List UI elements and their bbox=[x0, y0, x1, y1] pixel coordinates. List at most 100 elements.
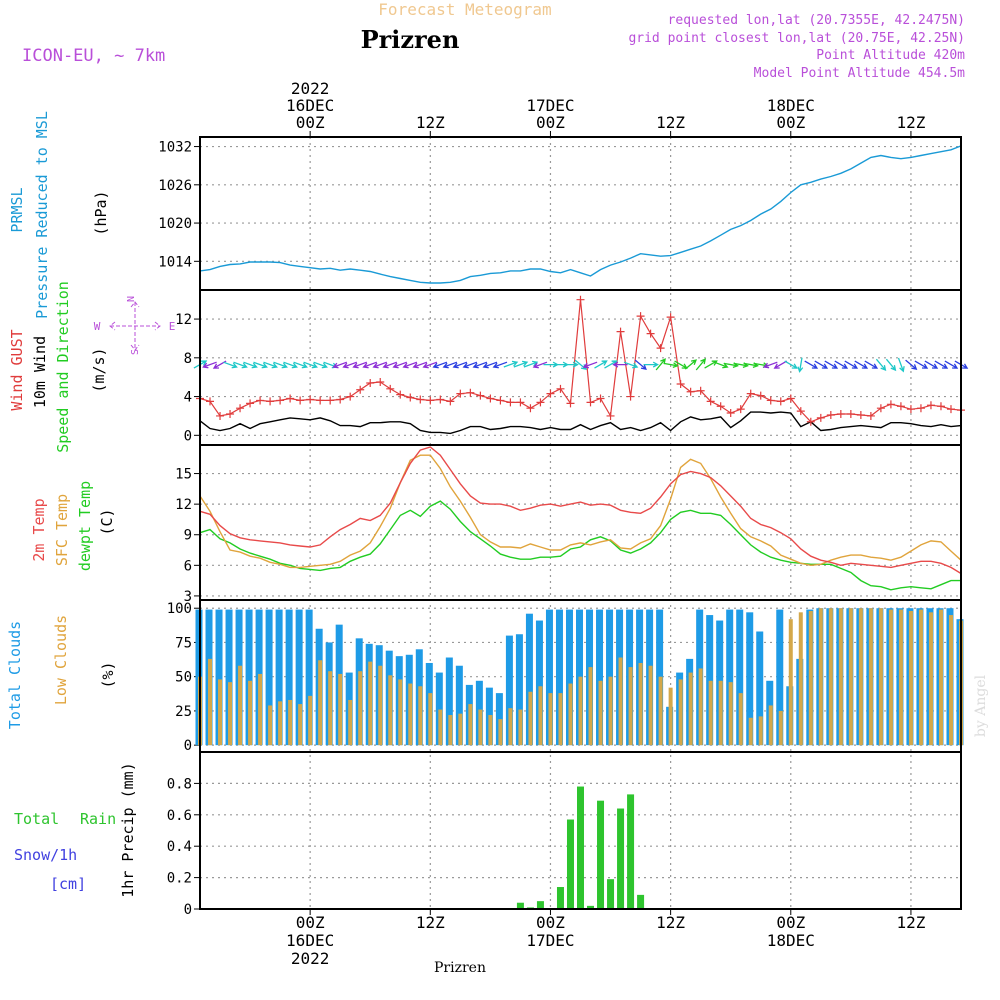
wind-direction-arrow bbox=[293, 361, 308, 369]
low-cloud-bar bbox=[598, 680, 603, 746]
wind-direction-arrow bbox=[797, 357, 804, 373]
low-cloud-bar bbox=[898, 609, 903, 746]
low-cloud-bar bbox=[278, 701, 283, 746]
total-cloud-bar bbox=[706, 615, 714, 746]
wind-gust-label: Wind GUST bbox=[8, 329, 26, 410]
wind-gust-marker bbox=[766, 396, 775, 405]
wind-gust-marker bbox=[466, 388, 475, 397]
rain-bar bbox=[617, 808, 625, 909]
low-cloud-bar bbox=[248, 680, 253, 746]
total-cloud-bar bbox=[545, 609, 553, 746]
wind-direction-arrow bbox=[655, 358, 666, 371]
low-cloud-bar bbox=[718, 680, 723, 746]
wind-gust-marker bbox=[826, 410, 835, 419]
low-cloud-bar bbox=[338, 673, 343, 746]
compass-west: W bbox=[94, 320, 101, 333]
wind-direction-arrow bbox=[332, 361, 348, 369]
y-tick-label: 1014 bbox=[158, 254, 192, 270]
wind-direction-arrow bbox=[834, 360, 849, 369]
wind-gust-marker bbox=[386, 384, 395, 393]
low-cloud-bar bbox=[908, 610, 913, 746]
wind-gust-marker bbox=[446, 397, 455, 406]
x-bottom-label: 12Z bbox=[896, 913, 925, 932]
x-bottom-label: 12Z bbox=[416, 913, 445, 932]
low-cloud-bar bbox=[258, 673, 263, 746]
x-top-label: 17DEC bbox=[526, 96, 574, 115]
low-cloud-bar bbox=[418, 686, 423, 746]
wind-direction-arrow bbox=[372, 361, 388, 369]
total-cloud-bar bbox=[756, 631, 764, 746]
wind-direction-arrow bbox=[472, 361, 488, 369]
low-cloud-bar bbox=[818, 608, 823, 746]
wind-gust-marker bbox=[426, 396, 435, 405]
x-top-label: 16DEC bbox=[286, 96, 334, 115]
low-cloud-bar bbox=[698, 668, 703, 746]
wind-gust-marker bbox=[376, 378, 385, 387]
low-cloud-bar bbox=[298, 704, 303, 746]
y-tick-label: 75 bbox=[175, 635, 192, 651]
wind-direction-arrow bbox=[854, 360, 869, 369]
total-cloud-bar bbox=[555, 609, 563, 746]
low-cloud-bar bbox=[448, 715, 453, 746]
2m-temp-line bbox=[199, 446, 962, 575]
low-cloud-bar bbox=[708, 680, 713, 746]
wind-direction-arrow bbox=[612, 361, 628, 368]
requested-coords: requested lon,lat (20.7355E, 42.2475N) bbox=[668, 13, 965, 28]
low-cloud-bar bbox=[748, 717, 753, 746]
wind-direction-arrow bbox=[273, 361, 288, 369]
wind-gust-marker bbox=[896, 402, 905, 411]
wind-gust-marker bbox=[496, 396, 505, 405]
y-tick-label: 15 bbox=[175, 467, 192, 483]
wind-gust-line bbox=[199, 299, 962, 423]
wind-direction-arrow bbox=[875, 358, 887, 372]
low-cloud-bar bbox=[518, 709, 523, 746]
low-cloud-bar bbox=[478, 709, 483, 746]
wind-direction-arrow bbox=[253, 361, 268, 369]
wind-direction-arrow bbox=[482, 361, 498, 369]
x-top-label: 12Z bbox=[896, 113, 925, 132]
x-top-label: 18DEC bbox=[767, 96, 815, 115]
wind-gust-marker bbox=[706, 397, 715, 406]
low-cloud-bar bbox=[578, 676, 583, 746]
low-cloud-bar bbox=[648, 665, 653, 746]
total-cloud-bar bbox=[726, 609, 734, 746]
wind-gust-marker bbox=[296, 396, 305, 405]
wind-gust-marker bbox=[356, 385, 365, 394]
wind-gust-marker bbox=[946, 405, 955, 414]
wind-direction-arrow bbox=[643, 361, 659, 368]
y-tick-label: 0 bbox=[184, 902, 192, 918]
wind-direction-arrow bbox=[462, 361, 478, 369]
wind-gust-marker bbox=[646, 329, 655, 338]
rain-bar bbox=[637, 894, 645, 909]
wind-direction-arrow bbox=[914, 360, 929, 369]
pressure-msl-label: Pressure Reduced to MSL bbox=[33, 111, 51, 319]
total-cloud-bar bbox=[445, 657, 453, 746]
total-cloud-bar bbox=[455, 665, 463, 746]
compass-south: S bbox=[130, 349, 141, 355]
low-cloud-bar bbox=[798, 612, 803, 746]
x-bottom-label: 2022 bbox=[291, 949, 330, 968]
total-cloud-bar bbox=[265, 609, 273, 746]
wind-direction-arrow bbox=[864, 360, 879, 369]
wind-direction-arrow bbox=[442, 361, 458, 369]
wind-gust-marker bbox=[366, 379, 375, 387]
wind-gust-marker bbox=[786, 394, 795, 403]
y-tick-label: 50 bbox=[175, 670, 192, 686]
point-altitude: Point Altitude 420m bbox=[816, 48, 965, 63]
total-cloud-bar bbox=[596, 609, 604, 746]
low-cloud-bar bbox=[588, 667, 593, 746]
wind-gust-marker bbox=[416, 395, 425, 404]
wind-direction-arrow bbox=[713, 361, 729, 369]
wind-direction-arrow bbox=[492, 361, 508, 369]
wind-gust-marker bbox=[236, 404, 245, 413]
low-cloud-bar bbox=[538, 686, 543, 746]
wind-direction-arrow bbox=[412, 361, 428, 369]
y-tick-label: 25 bbox=[175, 704, 192, 720]
wind-gust-marker bbox=[846, 410, 855, 418]
model-label: ICON-EU, ~ 7km bbox=[22, 46, 165, 66]
pressure-unit-label: (hPa) bbox=[92, 190, 110, 235]
wind-gust-marker bbox=[246, 399, 255, 408]
wind-direction-arrow bbox=[824, 360, 839, 369]
low-cloud-bar bbox=[828, 608, 833, 746]
wind-gust-marker bbox=[546, 389, 555, 398]
